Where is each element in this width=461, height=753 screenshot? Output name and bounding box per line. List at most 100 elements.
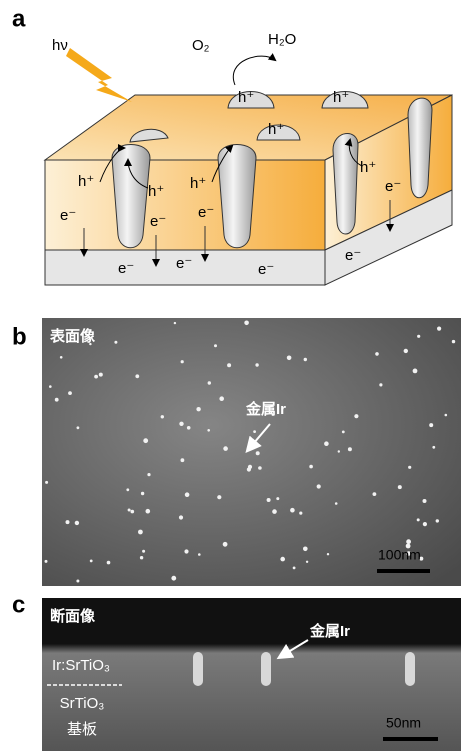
sem-particle <box>445 414 448 417</box>
sem-particle <box>223 542 228 547</box>
sem-particle <box>287 356 292 361</box>
hole-label: h⁺ <box>360 159 376 176</box>
sem-particle <box>227 363 231 367</box>
sem-particle <box>338 450 340 452</box>
sem-particle <box>77 426 80 429</box>
sem-particle <box>408 466 411 469</box>
sem-particle <box>76 580 79 583</box>
sem-particle <box>45 560 48 563</box>
sem-particle <box>406 539 411 544</box>
sem-particle <box>348 447 352 451</box>
sem-particle <box>354 414 358 418</box>
sem-particle <box>198 553 201 556</box>
sem-particle <box>267 498 271 502</box>
sem-particle <box>161 415 164 418</box>
sem-particle <box>429 423 433 427</box>
sem-particle <box>432 446 435 449</box>
sem-particle <box>179 515 183 519</box>
sem-particle <box>404 349 408 353</box>
sem-particle <box>436 519 439 522</box>
sem-particle <box>142 550 145 553</box>
hole-label: h⁺ <box>268 121 284 138</box>
sem-particle <box>146 509 151 514</box>
sem-particle <box>140 556 143 559</box>
sem-particle <box>417 518 420 521</box>
sem-particle <box>276 497 279 500</box>
sem-particle <box>324 441 329 446</box>
sem-particle <box>141 492 144 495</box>
figure: a hν O₂ H₂O h⁺ h⁺ h⁺ h⁺ h⁺ h⁺ h⁺ <box>0 0 461 753</box>
hole-label: h⁺ <box>333 89 349 106</box>
sem-particle <box>223 446 228 451</box>
sem-particle <box>187 426 191 430</box>
sem-particle <box>299 511 302 514</box>
sem-particle <box>179 422 183 426</box>
sem-particle <box>303 547 308 552</box>
sem-particle <box>126 488 129 491</box>
sem-particle <box>196 407 200 411</box>
sem-particle <box>107 561 111 565</box>
sem-particle <box>94 375 98 379</box>
sem-particle <box>452 340 455 343</box>
sem-particle <box>131 510 135 514</box>
scale-bar <box>377 569 430 573</box>
substrate-label: SrTiO₃ <box>60 695 105 712</box>
sem-particle <box>272 509 277 514</box>
sem-particle <box>342 431 345 434</box>
film-label: Ir:SrTiO₃ <box>52 657 110 674</box>
panel-label: a <box>12 5 26 32</box>
electron-label: e⁻ <box>150 213 166 230</box>
sem-particle <box>290 508 295 513</box>
sem-particle <box>379 383 382 386</box>
sem-particle <box>398 485 402 489</box>
sem-particle <box>135 374 139 378</box>
sem-particle <box>255 363 258 366</box>
sem-particle <box>253 430 256 433</box>
hole-label: h⁺ <box>148 183 164 200</box>
sem-particle <box>258 466 262 470</box>
scale-bar-label: 100nm <box>378 547 421 563</box>
oxygen-label: O₂ <box>192 37 210 54</box>
sem-particle <box>247 467 251 471</box>
sem-particle <box>66 520 70 524</box>
electron-label: e⁻ <box>176 255 192 272</box>
electron-label: e⁻ <box>385 178 401 195</box>
sem-particle <box>207 429 210 432</box>
panel-label: b <box>12 323 27 350</box>
sem-particle <box>185 492 190 497</box>
sem-particle <box>181 458 185 462</box>
sem-particle <box>217 495 221 499</box>
sem-particle <box>437 327 441 331</box>
sem-particle <box>208 381 211 384</box>
sem-particle <box>45 481 48 484</box>
sem-particle <box>327 553 329 555</box>
sem-particle <box>373 492 377 496</box>
sem-particle <box>214 344 217 347</box>
sem-particle <box>99 373 103 377</box>
sem-particle <box>171 576 176 581</box>
annotation: 金属Ir <box>309 622 350 640</box>
substrate-label: 基板 <box>67 720 97 738</box>
sem-particle <box>68 391 72 395</box>
sem-particle <box>181 360 184 363</box>
hole-label: h⁺ <box>78 173 94 190</box>
electron-label: e⁻ <box>258 261 274 278</box>
image-title: 断面像 <box>50 607 96 625</box>
panel-label: c <box>12 591 25 618</box>
sem-particle <box>375 352 379 356</box>
annotation: 金属Ir <box>245 400 286 418</box>
sem-particle <box>90 560 93 563</box>
sem-particle <box>317 484 321 488</box>
sem-particle <box>174 322 176 324</box>
image-title: 表面像 <box>50 327 96 345</box>
sem-particle <box>304 358 307 361</box>
sem-particle <box>143 438 148 443</box>
sem-particle <box>335 502 338 505</box>
sem-particle <box>138 530 143 535</box>
electron-label: e⁻ <box>345 247 361 264</box>
sem-particle <box>114 341 117 344</box>
sem-particle <box>184 549 188 553</box>
sem-particle <box>128 509 131 512</box>
hole-label: h⁺ <box>190 175 206 192</box>
schematic <box>45 48 452 285</box>
